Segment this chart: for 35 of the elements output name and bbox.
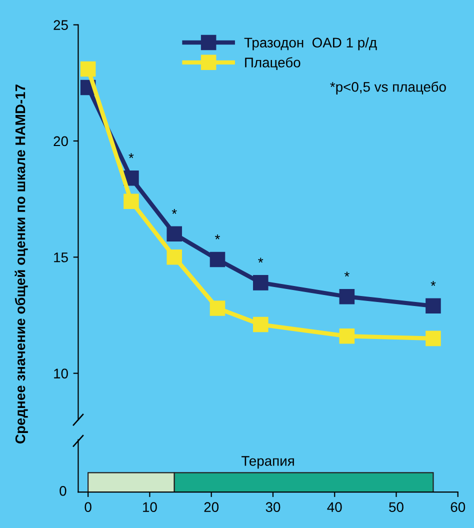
- point: [253, 316, 268, 332]
- x-tick-label: 40: [327, 502, 342, 512]
- point: [339, 328, 355, 344]
- x-tick-label: 50: [389, 502, 404, 512]
- annotation: *: [258, 258, 264, 263]
- y-tick-label: 15: [54, 252, 68, 262]
- legend-label: Тразодон OAD 1 р/д: [244, 37, 377, 50]
- point: [339, 288, 355, 304]
- point: [166, 226, 182, 242]
- y-axis-title: Среднее значение общей оценки по шкале HAMD-17: [14, 84, 28, 444]
- annotation: *: [344, 272, 350, 277]
- x-tick-label: 0: [84, 502, 92, 512]
- legend-label: Плацебо: [245, 57, 300, 70]
- point: [124, 194, 139, 210]
- x-tick-label: 60: [450, 502, 466, 512]
- y-tick-label: 10: [54, 368, 68, 378]
- annotation: *: [430, 280, 436, 286]
- point: [166, 249, 182, 265]
- text: Терапия: [242, 456, 294, 469]
- x-tick-label: 10: [143, 502, 157, 512]
- y-tick-label: 25: [54, 20, 68, 30]
- annotation: *p<0,5 vs плацебо: [330, 81, 446, 95]
- point: [210, 300, 226, 316]
- point: [80, 61, 96, 77]
- x-tick-label: 30: [266, 502, 280, 512]
- annotation: *: [172, 208, 177, 214]
- annotation: *: [215, 234, 220, 240]
- annotation: *: [128, 153, 134, 158]
- x-tick-label: 20: [204, 502, 219, 512]
- point: [253, 275, 268, 290]
- text: 0: [60, 486, 66, 496]
- point: [210, 252, 226, 268]
- y-tick-label: 20: [54, 136, 68, 146]
- point: [426, 330, 441, 346]
- point: [426, 298, 441, 314]
